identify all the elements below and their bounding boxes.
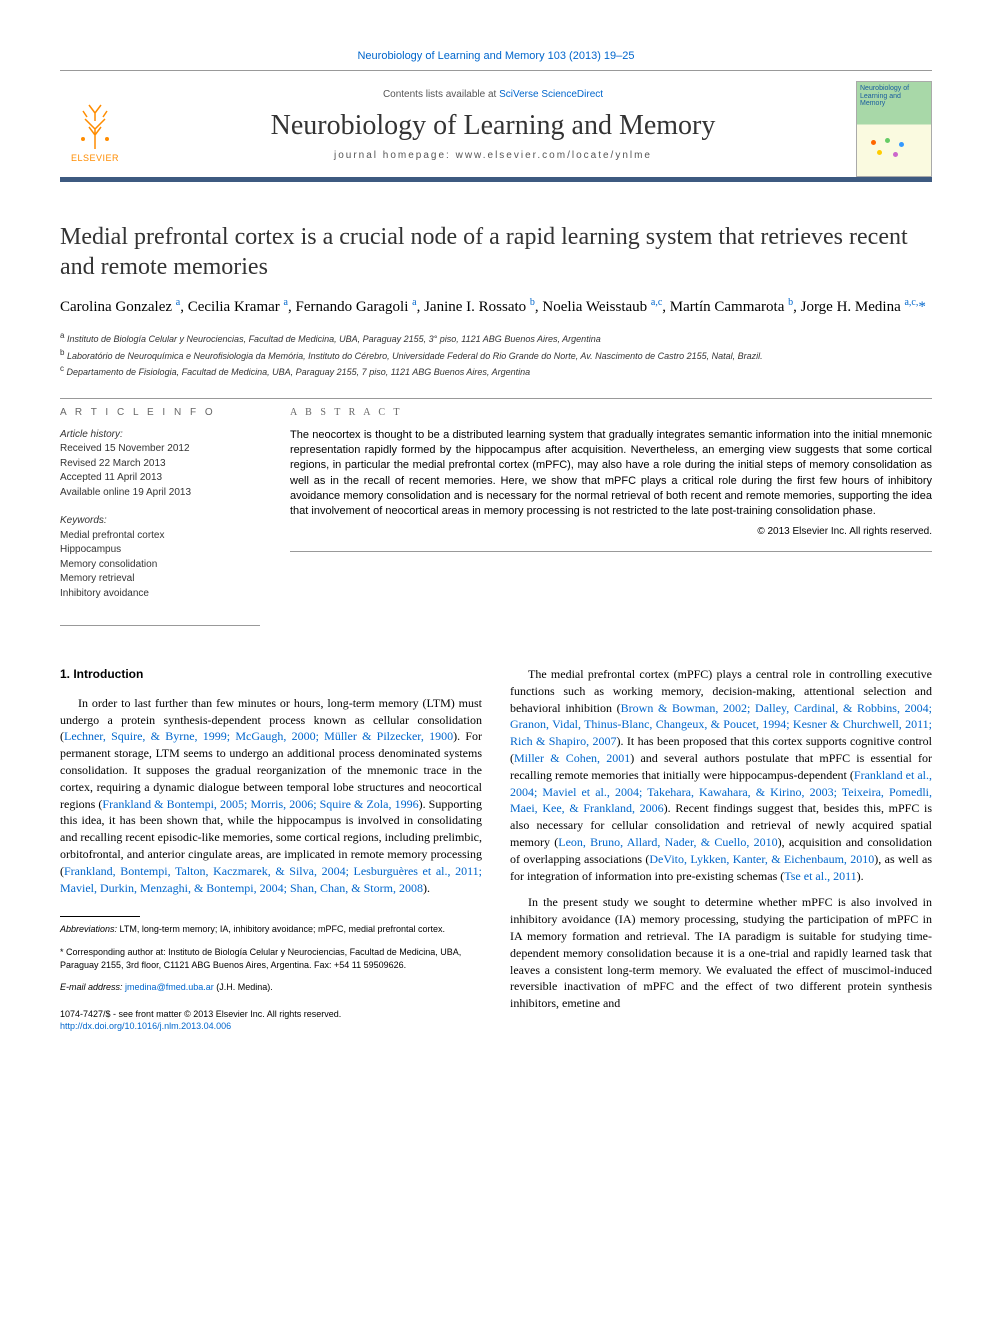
- footnotes: Abbreviations: LTM, long-term memory; IA…: [60, 923, 482, 993]
- elsevier-logo[interactable]: ELSEVIER: [60, 89, 130, 169]
- page-root: Neurobiology of Learning and Memory 103 …: [0, 0, 992, 1073]
- abstract-column: A B S T R A C T The neocortex is thought…: [290, 407, 932, 616]
- history-item: Received 15 November 2012: [60, 442, 260, 457]
- article-title: Medial prefrontal cortex is a crucial no…: [60, 222, 932, 282]
- affiliation-b: b Laboratório de Neuroquímica e Neurofis…: [60, 347, 932, 364]
- elsevier-label: ELSEVIER: [71, 153, 119, 163]
- abstract-copyright: © 2013 Elsevier Inc. All rights reserved…: [290, 526, 932, 537]
- affiliation-c: c Departamento de Fisiologia, Facultad d…: [60, 363, 932, 380]
- issn-line: 1074-7427/$ - see front matter © 2013 El…: [60, 1008, 482, 1021]
- affiliation-list: a Instituto de Biología Celular y Neuroc…: [60, 330, 932, 380]
- keywords-label: Keywords:: [60, 514, 260, 529]
- abstract-heading: A B S T R A C T: [290, 407, 932, 418]
- contents-prefix: Contents lists available at: [383, 89, 499, 100]
- keyword: Memory consolidation: [60, 558, 260, 573]
- masthead: ELSEVIER Contents lists available at Sci…: [60, 70, 932, 182]
- article-info-column: A R T I C L E I N F O Article history: R…: [60, 407, 260, 616]
- section-heading-intro: 1. Introduction: [60, 666, 482, 683]
- info-bottom-rule: [60, 625, 260, 626]
- homepage-prefix: journal homepage:: [334, 150, 456, 161]
- article-history: Article history: Received 15 November 20…: [60, 428, 260, 501]
- sciencedirect-link[interactable]: SciVerse ScienceDirect: [499, 89, 603, 100]
- tree-icon: [73, 101, 117, 151]
- email-link[interactable]: jmedina@fmed.uba.ar: [125, 982, 214, 992]
- author-list: Carolina Gonzalez a, Cecilia Kramar a, F…: [60, 296, 932, 318]
- abstract-text: The neocortex is thought to be a distrib…: [290, 428, 932, 520]
- page-footer: 1074-7427/$ - see front matter © 2013 El…: [60, 1008, 482, 1033]
- info-abstract-row: A R T I C L E I N F O Article history: R…: [60, 407, 932, 626]
- journal-cover-thumb[interactable]: Neurobiology of Learning and Memory: [856, 81, 932, 177]
- body-column-right: The medial prefrontal cortex (mPFC) play…: [510, 666, 932, 1033]
- keyword: Inhibitory avoidance: [60, 587, 260, 602]
- doi-link[interactable]: http://dx.doi.org/10.1016/j.nlm.2013.04.…: [60, 1020, 482, 1033]
- keyword: Hippocampus: [60, 543, 260, 558]
- info-heading: A R T I C L E I N F O: [60, 407, 260, 418]
- contents-line: Contents lists available at SciVerse Sci…: [144, 89, 842, 100]
- body-columns: 1. Introduction In order to last further…: [60, 666, 932, 1033]
- masthead-center: Contents lists available at SciVerse Sci…: [144, 89, 842, 169]
- affiliation-a: a Instituto de Biología Celular y Neuroc…: [60, 330, 932, 347]
- history-item: Revised 22 March 2013: [60, 457, 260, 472]
- history-item: Available online 19 April 2013: [60, 486, 260, 501]
- cover-title: Neurobiology of Learning and Memory: [860, 85, 928, 108]
- divider: [60, 398, 932, 399]
- journal-name: Neurobiology of Learning and Memory: [144, 110, 842, 142]
- keywords-block: Keywords: Medial prefrontal cortex Hippo…: [60, 514, 260, 601]
- paragraph: In order to last further than few minute…: [60, 695, 482, 897]
- paragraph: The medial prefrontal cortex (mPFC) play…: [510, 666, 932, 884]
- history-label: Article history:: [60, 428, 260, 443]
- cover-dots-icon: [867, 138, 921, 158]
- body-column-left: 1. Introduction In order to last further…: [60, 666, 482, 1033]
- paragraph: In the present study we sought to determ…: [510, 894, 932, 1012]
- header-citation[interactable]: Neurobiology of Learning and Memory 103 …: [60, 50, 932, 62]
- footnote-email: E-mail address: jmedina@fmed.uba.ar (J.H…: [60, 981, 482, 994]
- homepage-url[interactable]: www.elsevier.com/locate/ynlme: [456, 150, 652, 161]
- footnote-abbrev: Abbreviations: LTM, long-term memory; IA…: [60, 923, 482, 936]
- footnote-corresponding: * Corresponding author at: Instituto de …: [60, 946, 482, 971]
- keyword: Memory retrieval: [60, 572, 260, 587]
- footnote-rule: [60, 916, 140, 917]
- history-item: Accepted 11 April 2013: [60, 471, 260, 486]
- homepage-line: journal homepage: www.elsevier.com/locat…: [144, 150, 842, 161]
- abstract-bottom-rule: [290, 551, 932, 552]
- keyword: Medial prefrontal cortex: [60, 529, 260, 544]
